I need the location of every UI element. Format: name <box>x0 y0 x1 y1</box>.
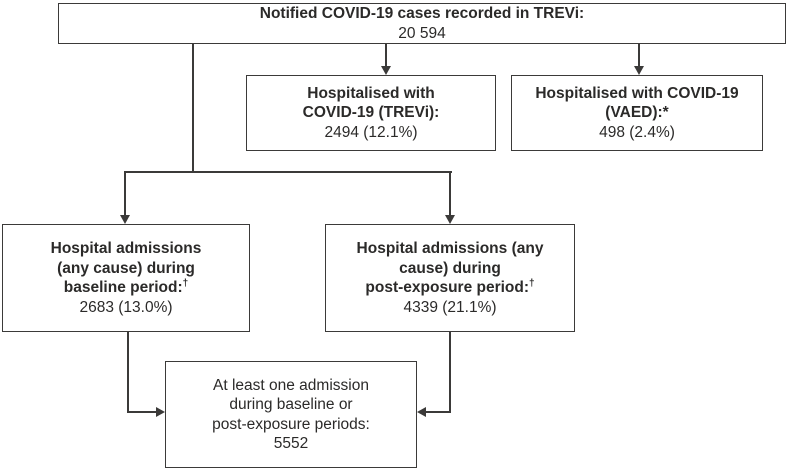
node-hospitalised-trevi: Hospitalised with COVID-19 (TREVi): 2494… <box>246 75 496 151</box>
node-baseline-admissions: Hospital admissions (any cause) during b… <box>2 224 250 332</box>
connector-baseline-down <box>127 332 129 413</box>
node-hospitalised-vaed: Hospitalised with COVID-19 (VAED):* 498 … <box>511 75 763 151</box>
arrowhead-into-any-admission-right <box>417 407 426 417</box>
node-title: Hospital admissions <box>50 240 202 257</box>
node-title: Hospitalised with COVID-19 <box>535 84 739 102</box>
dagger-footnote-mark: † <box>182 277 189 289</box>
connector-baseline-horizontal <box>127 411 157 413</box>
node-post-exposure-admissions: Hospital admissions (any cause) during p… <box>325 224 575 332</box>
node-notified-cases: Notified COVID-19 cases recorded in TREV… <box>58 3 786 44</box>
node-title: baseline period:† <box>64 278 188 298</box>
node-title: post-exposure period:† <box>365 278 534 298</box>
arrowhead-into-vaed <box>634 66 644 75</box>
node-value: 20 594 <box>398 24 446 42</box>
arrowhead-into-baseline <box>120 215 130 224</box>
connector-post-exposure-drop <box>449 171 451 216</box>
node-title: post-exposure periods: <box>212 415 370 433</box>
connector-baseline-drop <box>124 171 126 216</box>
node-title: (VAED):* <box>605 104 669 122</box>
node-value: 498 (2.4%) <box>599 123 675 141</box>
node-title: COVID-19 (TREVi): <box>302 104 440 122</box>
node-any-admission: At least one admission during baseline o… <box>165 361 417 468</box>
node-title: (any cause) during <box>57 259 195 277</box>
node-title-text: post-exposure period: <box>365 279 530 296</box>
arrowhead-into-trevi <box>381 66 391 75</box>
connector-split-horizontal <box>124 171 452 173</box>
node-title: Hospitalised with <box>307 84 435 102</box>
node-title: At least one admission <box>213 376 369 394</box>
connector-post-exposure-down <box>449 332 451 413</box>
dagger-footnote-mark: † <box>529 277 535 289</box>
connector-trevi-drop <box>385 44 387 67</box>
node-title-text: baseline period: <box>63 279 183 296</box>
node-title: cause) during <box>399 259 501 277</box>
connector-feeder-vertical <box>192 44 194 173</box>
connector-vaed-drop <box>638 44 640 67</box>
node-title: Notified COVID-19 cases recorded in TREV… <box>259 5 585 22</box>
connector-post-exposure-horizontal <box>425 411 451 413</box>
node-value: 5552 <box>273 435 309 452</box>
node-title: Hospital admissions (any <box>356 240 544 257</box>
node-value: 4339 (21.1%) <box>403 298 497 316</box>
arrowhead-into-post-exposure <box>445 215 455 224</box>
node-value: 2683 (13.0%) <box>79 298 173 316</box>
arrowhead-into-any-admission-left <box>156 407 165 417</box>
node-value: 2494 (12.1%) <box>324 123 418 141</box>
node-title: during baseline or <box>229 396 353 413</box>
